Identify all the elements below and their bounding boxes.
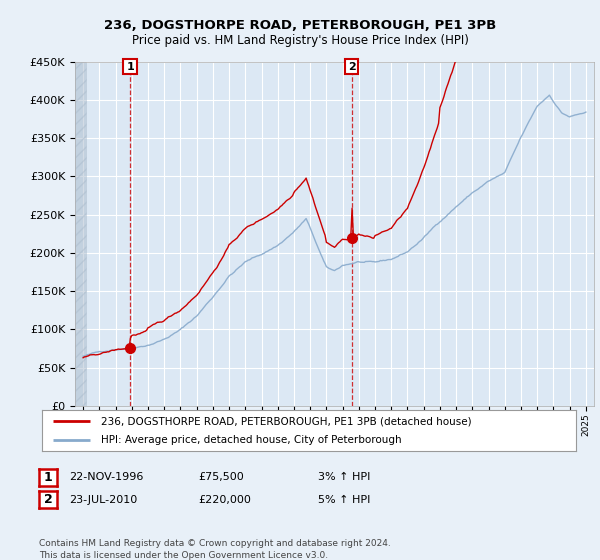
Text: 3% ↑ HPI: 3% ↑ HPI: [318, 472, 370, 482]
Text: 1: 1: [44, 470, 52, 484]
Text: 2: 2: [44, 493, 52, 506]
Text: Price paid vs. HM Land Registry's House Price Index (HPI): Price paid vs. HM Land Registry's House …: [131, 34, 469, 47]
Text: 1: 1: [126, 62, 134, 72]
Text: 2: 2: [347, 62, 355, 72]
Text: £220,000: £220,000: [198, 494, 251, 505]
Text: 236, DOGSTHORPE ROAD, PETERBOROUGH, PE1 3PB (detached house): 236, DOGSTHORPE ROAD, PETERBOROUGH, PE1 …: [101, 417, 472, 426]
Text: 23-JUL-2010: 23-JUL-2010: [69, 494, 137, 505]
Text: HPI: Average price, detached house, City of Peterborough: HPI: Average price, detached house, City…: [101, 435, 401, 445]
Text: £75,500: £75,500: [198, 472, 244, 482]
Text: 236, DOGSTHORPE ROAD, PETERBOROUGH, PE1 3PB: 236, DOGSTHORPE ROAD, PETERBOROUGH, PE1 …: [104, 18, 496, 32]
Text: 5% ↑ HPI: 5% ↑ HPI: [318, 494, 370, 505]
Text: 22-NOV-1996: 22-NOV-1996: [69, 472, 143, 482]
Text: Contains HM Land Registry data © Crown copyright and database right 2024.
This d: Contains HM Land Registry data © Crown c…: [39, 539, 391, 559]
Bar: [75, 62, 86, 406]
